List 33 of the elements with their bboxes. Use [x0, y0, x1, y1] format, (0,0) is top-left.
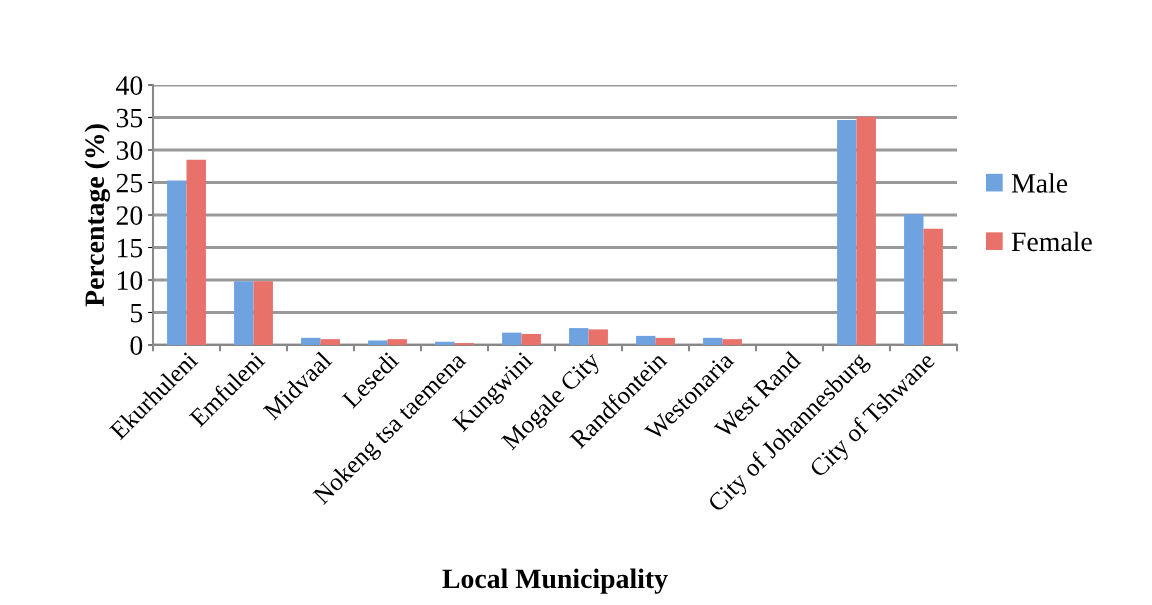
bar — [368, 340, 388, 345]
x-axis-title: Local Municipality — [442, 568, 668, 594]
bar — [904, 214, 924, 345]
y-tick-label: 40 — [116, 76, 143, 95]
y-tick-label: 25 — [116, 173, 143, 193]
bar — [234, 281, 254, 345]
y-tick-label: 15 — [117, 238, 143, 258]
y-tick-label: 20 — [116, 206, 143, 225]
bar — [253, 281, 273, 345]
bar — [521, 333, 541, 345]
bar — [569, 328, 589, 345]
y-tick-label: 30 — [116, 141, 143, 160]
y-tick-label: 35 — [116, 108, 143, 128]
y-tick-label: 10 — [117, 271, 143, 290]
bar — [636, 335, 656, 345]
bar — [435, 341, 455, 345]
y-axis-title: Percentage (%) — [84, 124, 110, 307]
bar — [301, 337, 321, 345]
bar — [722, 339, 742, 345]
bar — [502, 332, 522, 345]
bar — [186, 159, 206, 345]
bar — [923, 228, 943, 345]
bar — [856, 116, 876, 345]
y-tick-label: 5 — [131, 303, 143, 323]
bar — [837, 120, 857, 345]
bar — [655, 337, 675, 345]
bar — [167, 180, 187, 345]
bar — [387, 339, 407, 345]
bar — [588, 329, 608, 345]
bar — [703, 337, 723, 345]
bar — [320, 339, 340, 345]
legend-label: Female — [1011, 231, 1092, 252]
legend-label: Male — [1011, 173, 1068, 193]
